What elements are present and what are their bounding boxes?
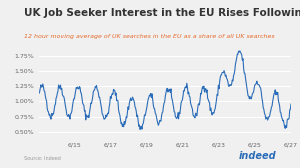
Text: indeed: indeed (238, 151, 276, 161)
Text: Source: Indeed: Source: Indeed (24, 156, 61, 161)
Text: UK Job Seeker Interest in the EU Rises Following Brexit: UK Job Seeker Interest in the EU Rises F… (24, 8, 300, 18)
Text: 12 hour moving average of UK searches in the EU as a share of all UK searches: 12 hour moving average of UK searches in… (24, 34, 274, 39)
